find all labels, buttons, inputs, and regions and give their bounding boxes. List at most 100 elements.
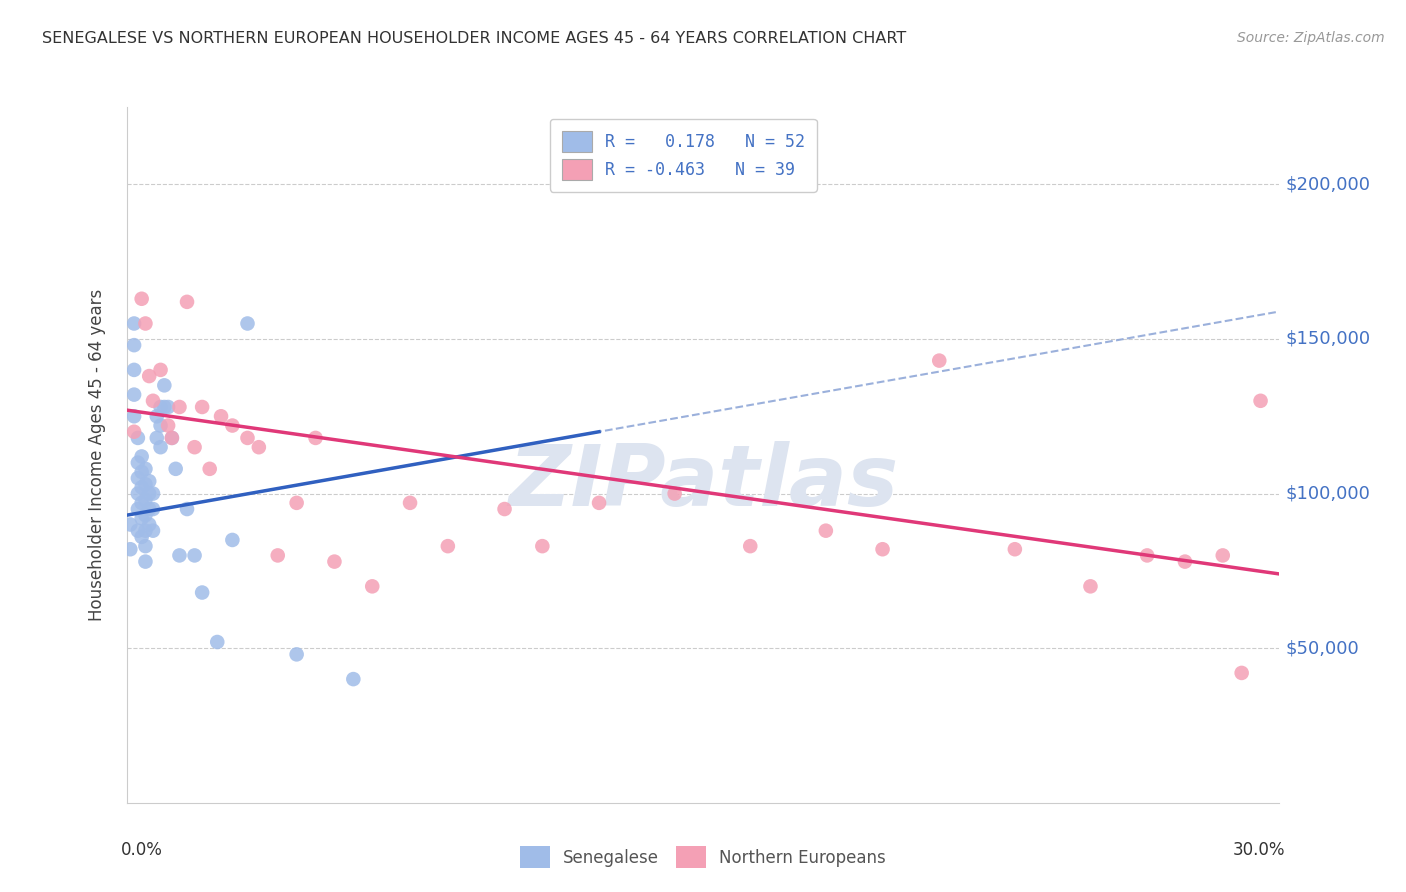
Point xyxy=(127,502,149,516)
Text: Source: ZipAtlas.com: Source: ZipAtlas.com xyxy=(1237,31,1385,45)
Point xyxy=(122,363,145,377)
Point xyxy=(399,496,422,510)
Point xyxy=(146,409,169,424)
Text: 0.0%: 0.0% xyxy=(121,841,163,859)
Point xyxy=(198,462,221,476)
Point xyxy=(142,486,165,500)
Point xyxy=(814,524,837,538)
Point xyxy=(1080,579,1102,593)
Point xyxy=(1212,549,1234,563)
Point xyxy=(127,486,149,500)
Text: ZIPatlas: ZIPatlas xyxy=(508,442,898,524)
Point xyxy=(153,400,176,414)
Point xyxy=(122,387,145,401)
Point xyxy=(134,492,156,507)
Point xyxy=(153,378,176,392)
Point xyxy=(221,418,243,433)
Point xyxy=(134,508,156,523)
Point xyxy=(740,539,762,553)
Legend: Senegalese, Northern Europeans: Senegalese, Northern Europeans xyxy=(513,839,893,874)
Point xyxy=(221,533,243,547)
Point xyxy=(267,549,290,563)
Point xyxy=(120,542,142,557)
Point xyxy=(323,555,346,569)
Point xyxy=(131,450,153,464)
Point xyxy=(183,549,205,563)
Point xyxy=(122,338,145,352)
Point xyxy=(928,353,950,368)
Point xyxy=(191,400,214,414)
Point xyxy=(494,502,516,516)
Point xyxy=(160,431,183,445)
Point xyxy=(183,440,205,454)
Point xyxy=(361,579,384,593)
Point xyxy=(127,471,149,485)
Text: $100,000: $100,000 xyxy=(1285,484,1369,502)
Point xyxy=(127,524,149,538)
Point xyxy=(588,496,610,510)
Point xyxy=(149,363,172,377)
Point xyxy=(169,400,191,414)
Point xyxy=(236,317,259,331)
Point xyxy=(176,502,198,516)
Point xyxy=(142,502,165,516)
Text: $50,000: $50,000 xyxy=(1285,640,1360,657)
Point xyxy=(127,456,149,470)
Point xyxy=(207,635,229,649)
Point xyxy=(134,462,156,476)
Point xyxy=(122,317,145,331)
Point xyxy=(149,418,172,433)
Text: $200,000: $200,000 xyxy=(1285,176,1371,194)
Point xyxy=(127,431,149,445)
Point xyxy=(131,496,153,510)
Point xyxy=(138,502,160,516)
Point xyxy=(138,369,160,384)
Point xyxy=(134,317,156,331)
Point xyxy=(209,409,232,424)
Point xyxy=(149,400,172,414)
Point xyxy=(146,431,169,445)
Point xyxy=(131,465,153,479)
Point xyxy=(531,539,554,553)
Point xyxy=(165,462,187,476)
Point xyxy=(191,585,214,599)
Point xyxy=(872,542,894,557)
Point xyxy=(120,517,142,532)
Point xyxy=(134,524,156,538)
Point xyxy=(131,292,153,306)
Point xyxy=(1136,549,1159,563)
Point xyxy=(157,400,180,414)
Point xyxy=(142,393,165,408)
Point xyxy=(138,486,160,500)
Point xyxy=(131,511,153,525)
Point xyxy=(131,480,153,494)
Point xyxy=(664,486,686,500)
Point xyxy=(138,517,160,532)
Point xyxy=(157,418,180,433)
Point xyxy=(304,431,326,445)
Point xyxy=(247,440,270,454)
Point xyxy=(285,648,308,662)
Point xyxy=(1250,393,1272,408)
Point xyxy=(131,530,153,544)
Point xyxy=(122,409,145,424)
Point xyxy=(134,477,156,491)
Y-axis label: Householder Income Ages 45 - 64 years: Householder Income Ages 45 - 64 years xyxy=(87,289,105,621)
Point xyxy=(134,555,156,569)
Point xyxy=(1004,542,1026,557)
Point xyxy=(169,549,191,563)
Text: $150,000: $150,000 xyxy=(1285,330,1371,348)
Point xyxy=(236,431,259,445)
Point xyxy=(1174,555,1197,569)
Point xyxy=(342,672,364,686)
Point xyxy=(176,294,198,309)
Text: 30.0%: 30.0% xyxy=(1233,841,1285,859)
Point xyxy=(138,474,160,488)
Point xyxy=(1230,665,1253,680)
Point xyxy=(134,539,156,553)
Point xyxy=(122,425,145,439)
Point xyxy=(285,496,308,510)
Text: SENEGALESE VS NORTHERN EUROPEAN HOUSEHOLDER INCOME AGES 45 - 64 YEARS CORRELATIO: SENEGALESE VS NORTHERN EUROPEAN HOUSEHOL… xyxy=(42,31,907,46)
Point xyxy=(160,431,183,445)
Point xyxy=(437,539,460,553)
